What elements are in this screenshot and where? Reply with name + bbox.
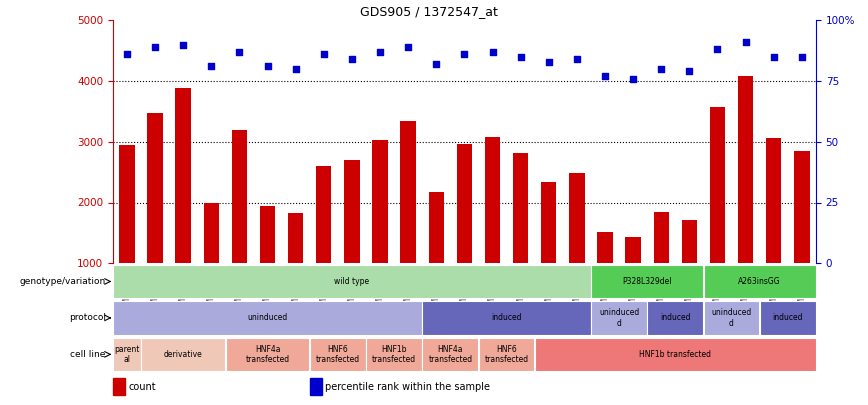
Text: induced: induced [660, 313, 691, 322]
Bar [423, 301, 590, 335]
Bar [226, 338, 309, 371]
Point [176, 41, 190, 48]
Bar [704, 301, 760, 335]
Bar [429, 192, 444, 263]
Bar [310, 338, 365, 371]
Point [598, 73, 612, 79]
Bar [681, 220, 697, 263]
Text: cell line: cell line [70, 350, 106, 359]
Point [626, 75, 640, 82]
Text: P328L329del: P328L329del [622, 277, 672, 286]
Bar [794, 151, 810, 263]
Point [148, 44, 162, 50]
Bar [484, 137, 500, 263]
Bar [457, 144, 472, 263]
Bar [597, 232, 613, 263]
Point [739, 39, 753, 45]
Point [570, 56, 584, 62]
Point [260, 63, 274, 70]
Text: HNF6
transfected: HNF6 transfected [484, 345, 529, 364]
Bar [423, 338, 478, 371]
Bar [372, 140, 388, 263]
Point [401, 44, 415, 50]
Text: induced: induced [773, 313, 803, 322]
Bar [591, 301, 647, 335]
Point [457, 51, 471, 58]
Point [485, 49, 499, 55]
Text: uninduced
d: uninduced d [712, 308, 752, 328]
Text: induced: induced [491, 313, 522, 322]
Text: count: count [128, 382, 156, 392]
Bar [704, 265, 816, 298]
Bar [344, 160, 359, 263]
Bar [113, 301, 422, 335]
Point [766, 53, 780, 60]
Text: genotype/variation: genotype/variation [20, 277, 106, 286]
Bar [141, 338, 225, 371]
Point [317, 51, 331, 58]
Bar [119, 145, 135, 263]
Text: HNF4a
transfected: HNF4a transfected [428, 345, 472, 364]
Bar [625, 237, 641, 263]
Bar [113, 338, 141, 371]
Bar [366, 338, 422, 371]
Bar [541, 182, 556, 263]
Bar [316, 166, 332, 263]
Text: wild type: wild type [334, 277, 370, 286]
Point [120, 51, 134, 58]
Text: A263insGG: A263insGG [739, 277, 781, 286]
Point [542, 58, 556, 65]
Bar [569, 173, 585, 263]
Bar [760, 301, 816, 335]
Bar [148, 113, 163, 263]
Bar [175, 88, 191, 263]
Point [233, 49, 247, 55]
Point [795, 53, 809, 60]
Text: derivative: derivative [164, 350, 202, 359]
Text: parent
al: parent al [115, 345, 140, 364]
Bar [203, 202, 219, 263]
Point [289, 66, 303, 72]
Point [373, 49, 387, 55]
Bar [113, 265, 590, 298]
Text: percentile rank within the sample: percentile rank within the sample [326, 382, 490, 392]
Text: HNF1b
transfected: HNF1b transfected [372, 345, 416, 364]
Bar [710, 107, 726, 263]
Text: HNF6
transfected: HNF6 transfected [316, 345, 360, 364]
Bar [766, 138, 781, 263]
Point [514, 53, 528, 60]
Bar [513, 153, 529, 263]
Text: HNF4a
transfected: HNF4a transfected [246, 345, 290, 364]
Point [345, 56, 358, 62]
Bar [738, 76, 753, 263]
Bar [232, 130, 247, 263]
Bar [648, 301, 703, 335]
Text: uninduced: uninduced [247, 313, 287, 322]
Bar [288, 213, 304, 263]
Text: HNF1b transfected: HNF1b transfected [640, 350, 711, 359]
Bar [310, 378, 322, 395]
Point [430, 61, 444, 67]
Bar [591, 265, 703, 298]
Title: GDS905 / 1372547_at: GDS905 / 1372547_at [360, 5, 498, 18]
Point [682, 68, 696, 75]
Text: protocol: protocol [69, 313, 106, 322]
Bar [260, 206, 275, 263]
Point [711, 46, 725, 53]
Bar [535, 338, 816, 371]
Point [654, 66, 668, 72]
Point [204, 63, 218, 70]
Bar [654, 212, 669, 263]
Bar [479, 338, 535, 371]
Bar [400, 121, 416, 263]
Bar [113, 378, 126, 395]
Text: uninduced
d: uninduced d [599, 308, 639, 328]
